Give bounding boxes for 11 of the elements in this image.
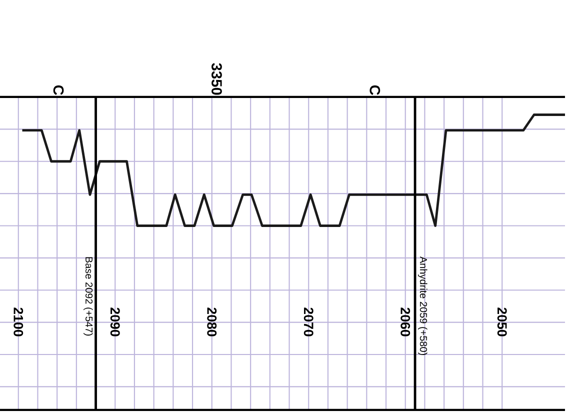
x-tick-label: 2090 — [110, 308, 120, 336]
text: C — [53, 85, 64, 95]
text: 3350 — [212, 63, 222, 95]
x-tick-label: 2050 — [497, 308, 507, 336]
x-tick-label: 2060 — [400, 308, 410, 336]
text: C — [370, 85, 380, 95]
x-tick-label: 2100 — [14, 308, 24, 336]
x-tick-label: 2070 — [304, 308, 314, 336]
x-tick-label: 2080 — [207, 308, 217, 336]
ref-line-label: Anhydrite 2059 (+580) — [418, 256, 428, 356]
ref-line-label: Base 2092 (+547) — [84, 257, 93, 336]
